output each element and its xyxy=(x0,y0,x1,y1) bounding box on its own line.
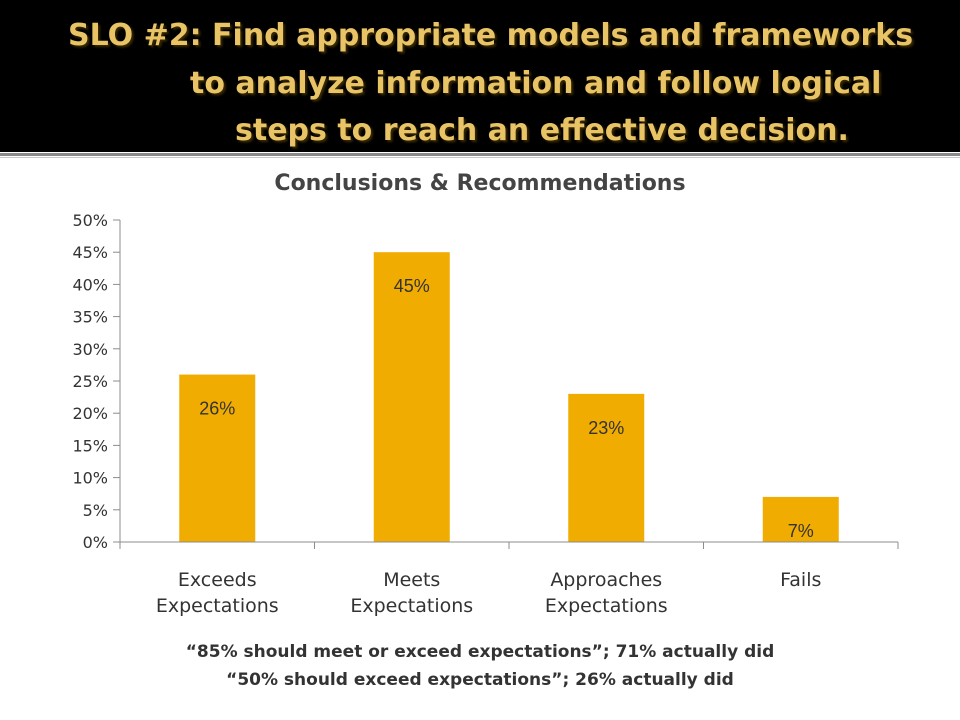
y-tick-label: 45% xyxy=(72,243,108,262)
bar xyxy=(762,496,839,542)
y-tick-label: 35% xyxy=(72,308,108,327)
divider-rule xyxy=(0,153,960,156)
y-tick-label: 0% xyxy=(83,533,108,552)
note-exceed: “50% should exceed expectations”; 26% ac… xyxy=(226,670,734,690)
bar-chart: Conclusions & Recommendations 0% 5% 10% 15%… xyxy=(72,171,899,617)
y-tick-label: 25% xyxy=(72,372,108,391)
category-label: Expectations xyxy=(350,595,473,617)
y-tick-label: 5% xyxy=(83,501,108,520)
data-label: 7% xyxy=(788,521,814,541)
divider-rule-thin xyxy=(0,157,960,158)
category-label: Exceeds xyxy=(178,569,257,591)
category-label: Meets xyxy=(383,569,440,591)
bar xyxy=(179,374,256,542)
category-label: Expectations xyxy=(156,595,279,617)
category-label: Expectations xyxy=(545,595,668,617)
y-tick-label: 15% xyxy=(72,436,108,455)
note-meet-or-exceed: “85% should meet or exceed expectations”… xyxy=(185,642,775,662)
y-tick-label: 30% xyxy=(72,340,108,359)
data-label: 23% xyxy=(588,418,624,438)
category-label: Fails xyxy=(780,569,821,591)
title-line-1: SLO #2: Find appropriate models and fram… xyxy=(68,18,914,53)
y-tick-label: 40% xyxy=(72,275,108,294)
category-label: Approaches xyxy=(550,569,662,591)
y-tick-label: 10% xyxy=(72,469,108,488)
title-banner: SLO #2: Find appropriate models and fram… xyxy=(0,0,960,152)
data-label: 45% xyxy=(394,276,430,296)
chart-title: Conclusions & Recommendations xyxy=(274,171,685,196)
bar xyxy=(568,393,645,542)
y-tick-label: 50% xyxy=(72,211,108,230)
title-line-2: to analyze information and follow logica… xyxy=(190,66,882,101)
bar xyxy=(373,252,450,542)
y-tick-label: 20% xyxy=(72,404,108,423)
title-line-3: steps to reach an effective decision. xyxy=(235,113,849,148)
data-label: 26% xyxy=(199,399,235,419)
